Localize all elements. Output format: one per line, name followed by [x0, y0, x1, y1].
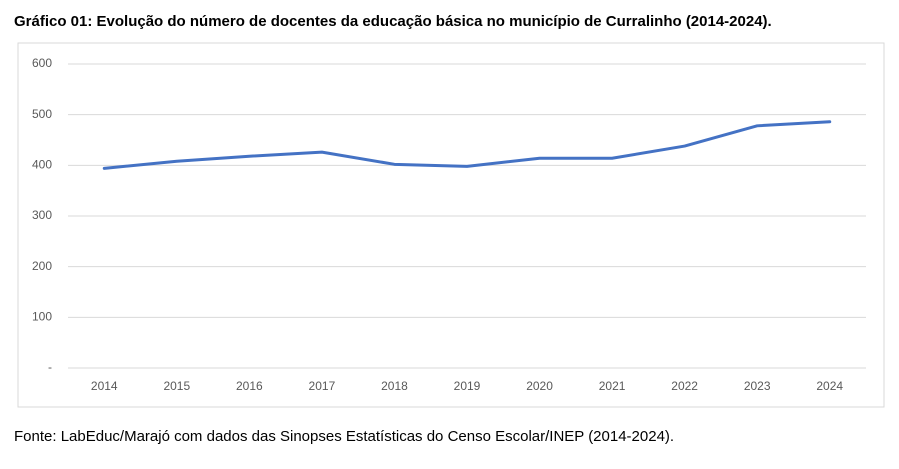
x-tick-label: 2024 — [816, 379, 843, 393]
x-tick-label: 2017 — [309, 379, 336, 393]
chart-frame — [17, 42, 885, 408]
chart-title: Gráfico 01: Evolução do número de docent… — [14, 13, 772, 30]
x-tick-label: 2021 — [599, 379, 626, 393]
x-tick-label: 2015 — [163, 379, 190, 393]
y-tick-label: 200 — [32, 259, 52, 273]
x-tick-label: 2018 — [381, 379, 408, 393]
x-tick-label: 2016 — [236, 379, 263, 393]
y-tick-label: - — [48, 360, 52, 374]
y-tick-label: 400 — [32, 158, 52, 172]
y-tick-label: 100 — [32, 310, 52, 324]
x-tick-label: 2023 — [744, 379, 771, 393]
x-tick-label: 2020 — [526, 379, 553, 393]
x-tick-label: 2014 — [91, 379, 118, 393]
y-tick-label: 300 — [32, 208, 52, 222]
y-tick-label: 600 — [32, 56, 52, 70]
data-line — [102, 120, 832, 170]
y-tick-label: 500 — [32, 107, 52, 121]
x-tick-label: 2019 — [454, 379, 481, 393]
source-note: Fonte: LabEduc/Marajó com dados das Sino… — [14, 428, 674, 445]
x-tick-label: 2022 — [671, 379, 698, 393]
